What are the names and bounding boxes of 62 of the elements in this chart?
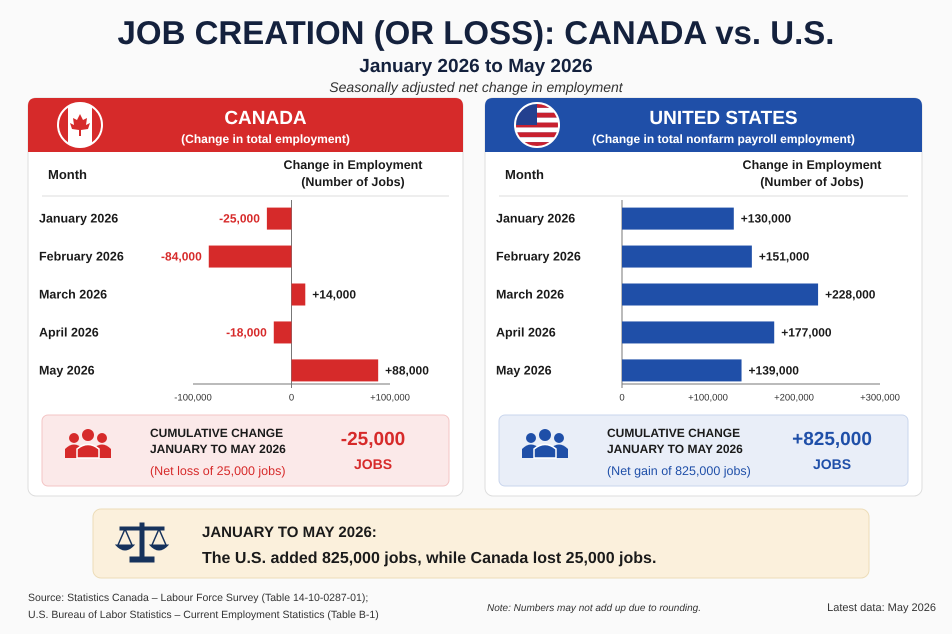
y-tick-label: February 2026 xyxy=(39,250,124,264)
text: JOBS xyxy=(812,456,852,472)
data-label: +130,000 xyxy=(740,212,792,226)
text: U.S. Bureau of Labor Statistics – Current Employment Statistics (Table B-1) xyxy=(28,609,379,621)
y-tick-label: March 2026 xyxy=(39,288,108,302)
text: (Net gain of 825,000 jobs) xyxy=(607,464,751,478)
y-tick-label: March 2026 xyxy=(496,288,564,302)
bar xyxy=(622,359,742,382)
y-axis-title: Month xyxy=(505,167,544,182)
text: JOBS xyxy=(354,456,392,472)
bar xyxy=(622,321,774,344)
text: The U.S. added 825,000 jobs, while Canada lost 25,000 jobs. xyxy=(202,550,656,567)
y-tick-label: May 2026 xyxy=(39,363,95,378)
data-label: +139,000 xyxy=(748,363,800,378)
text: Seasonally adjusted net change in employment xyxy=(329,79,624,95)
data-label: -18,000 xyxy=(226,325,268,340)
bar xyxy=(292,359,378,382)
bar xyxy=(622,246,752,268)
data-label: +88,000 xyxy=(385,363,430,378)
x-tick-label: +100,000 xyxy=(370,392,410,404)
y-tick-label: May 2026 xyxy=(496,363,552,378)
text: January 2026 to May 2026 xyxy=(359,56,593,77)
data-label: +177,000 xyxy=(781,325,832,340)
text: JOB CREATION (OR LOSS): CANADA vs. U.S. xyxy=(118,14,834,51)
bar xyxy=(292,283,306,306)
bar xyxy=(274,321,292,344)
y-axis-title: Month xyxy=(48,167,88,182)
x-tick-label: 0 xyxy=(288,392,294,404)
y-tick-label: February 2026 xyxy=(496,250,581,264)
text: CUMULATIVE CHANGE JANUARY TO MAY 2026 xyxy=(607,426,744,456)
x-tick-label: 0 xyxy=(619,392,625,404)
chart-title: UNITED STATES xyxy=(649,108,798,129)
x-tick-label: +200,000 xyxy=(774,392,814,404)
source-note: Source: Statistics Canada – Labour Force Survey (Table 14-10-0287-01); xyxy=(28,592,368,604)
y-tick-label: January 2026 xyxy=(39,212,118,226)
bar xyxy=(622,208,734,230)
chart-subtitle: (Change in total employment) xyxy=(181,132,350,146)
x-axis-title: Change in Employment (Number of Jobs) xyxy=(284,158,424,189)
x-tick-label: +100,000 xyxy=(688,392,728,404)
y-tick-label: April 2026 xyxy=(496,325,556,340)
data-label: -84,000 xyxy=(161,250,202,264)
text: -25,000 xyxy=(340,429,406,450)
data-label: +228,000 xyxy=(825,288,876,302)
x-tick-label: -100,000 xyxy=(174,392,212,404)
bar xyxy=(622,283,818,306)
text: Latest data: May 2026 xyxy=(827,602,936,614)
text: (Net loss of 25,000 jobs) xyxy=(150,464,286,478)
x-tick-label: +300,000 xyxy=(860,392,900,404)
data-label: +14,000 xyxy=(312,288,356,302)
y-tick-label: January 2026 xyxy=(496,212,576,226)
text: JANUARY TO MAY 2026: xyxy=(202,524,377,541)
chart-title: CANADA xyxy=(224,108,307,129)
text: CUMULATIVE CHANGE JANUARY TO MAY 2026 xyxy=(150,426,286,456)
bar xyxy=(266,208,292,230)
text: Note: Numbers may not add up due to rounding. xyxy=(487,603,702,614)
data-label: -25,000 xyxy=(219,212,260,226)
chart-subtitle: (Change in total nonfarm payroll employment) xyxy=(592,132,855,146)
bar xyxy=(208,246,292,268)
data-label: +151,000 xyxy=(758,250,810,264)
text: +825,000 xyxy=(792,429,872,450)
x-axis-title: Change in Employment (Number of Jobs) xyxy=(742,158,882,189)
y-tick-label: April 2026 xyxy=(39,325,99,340)
